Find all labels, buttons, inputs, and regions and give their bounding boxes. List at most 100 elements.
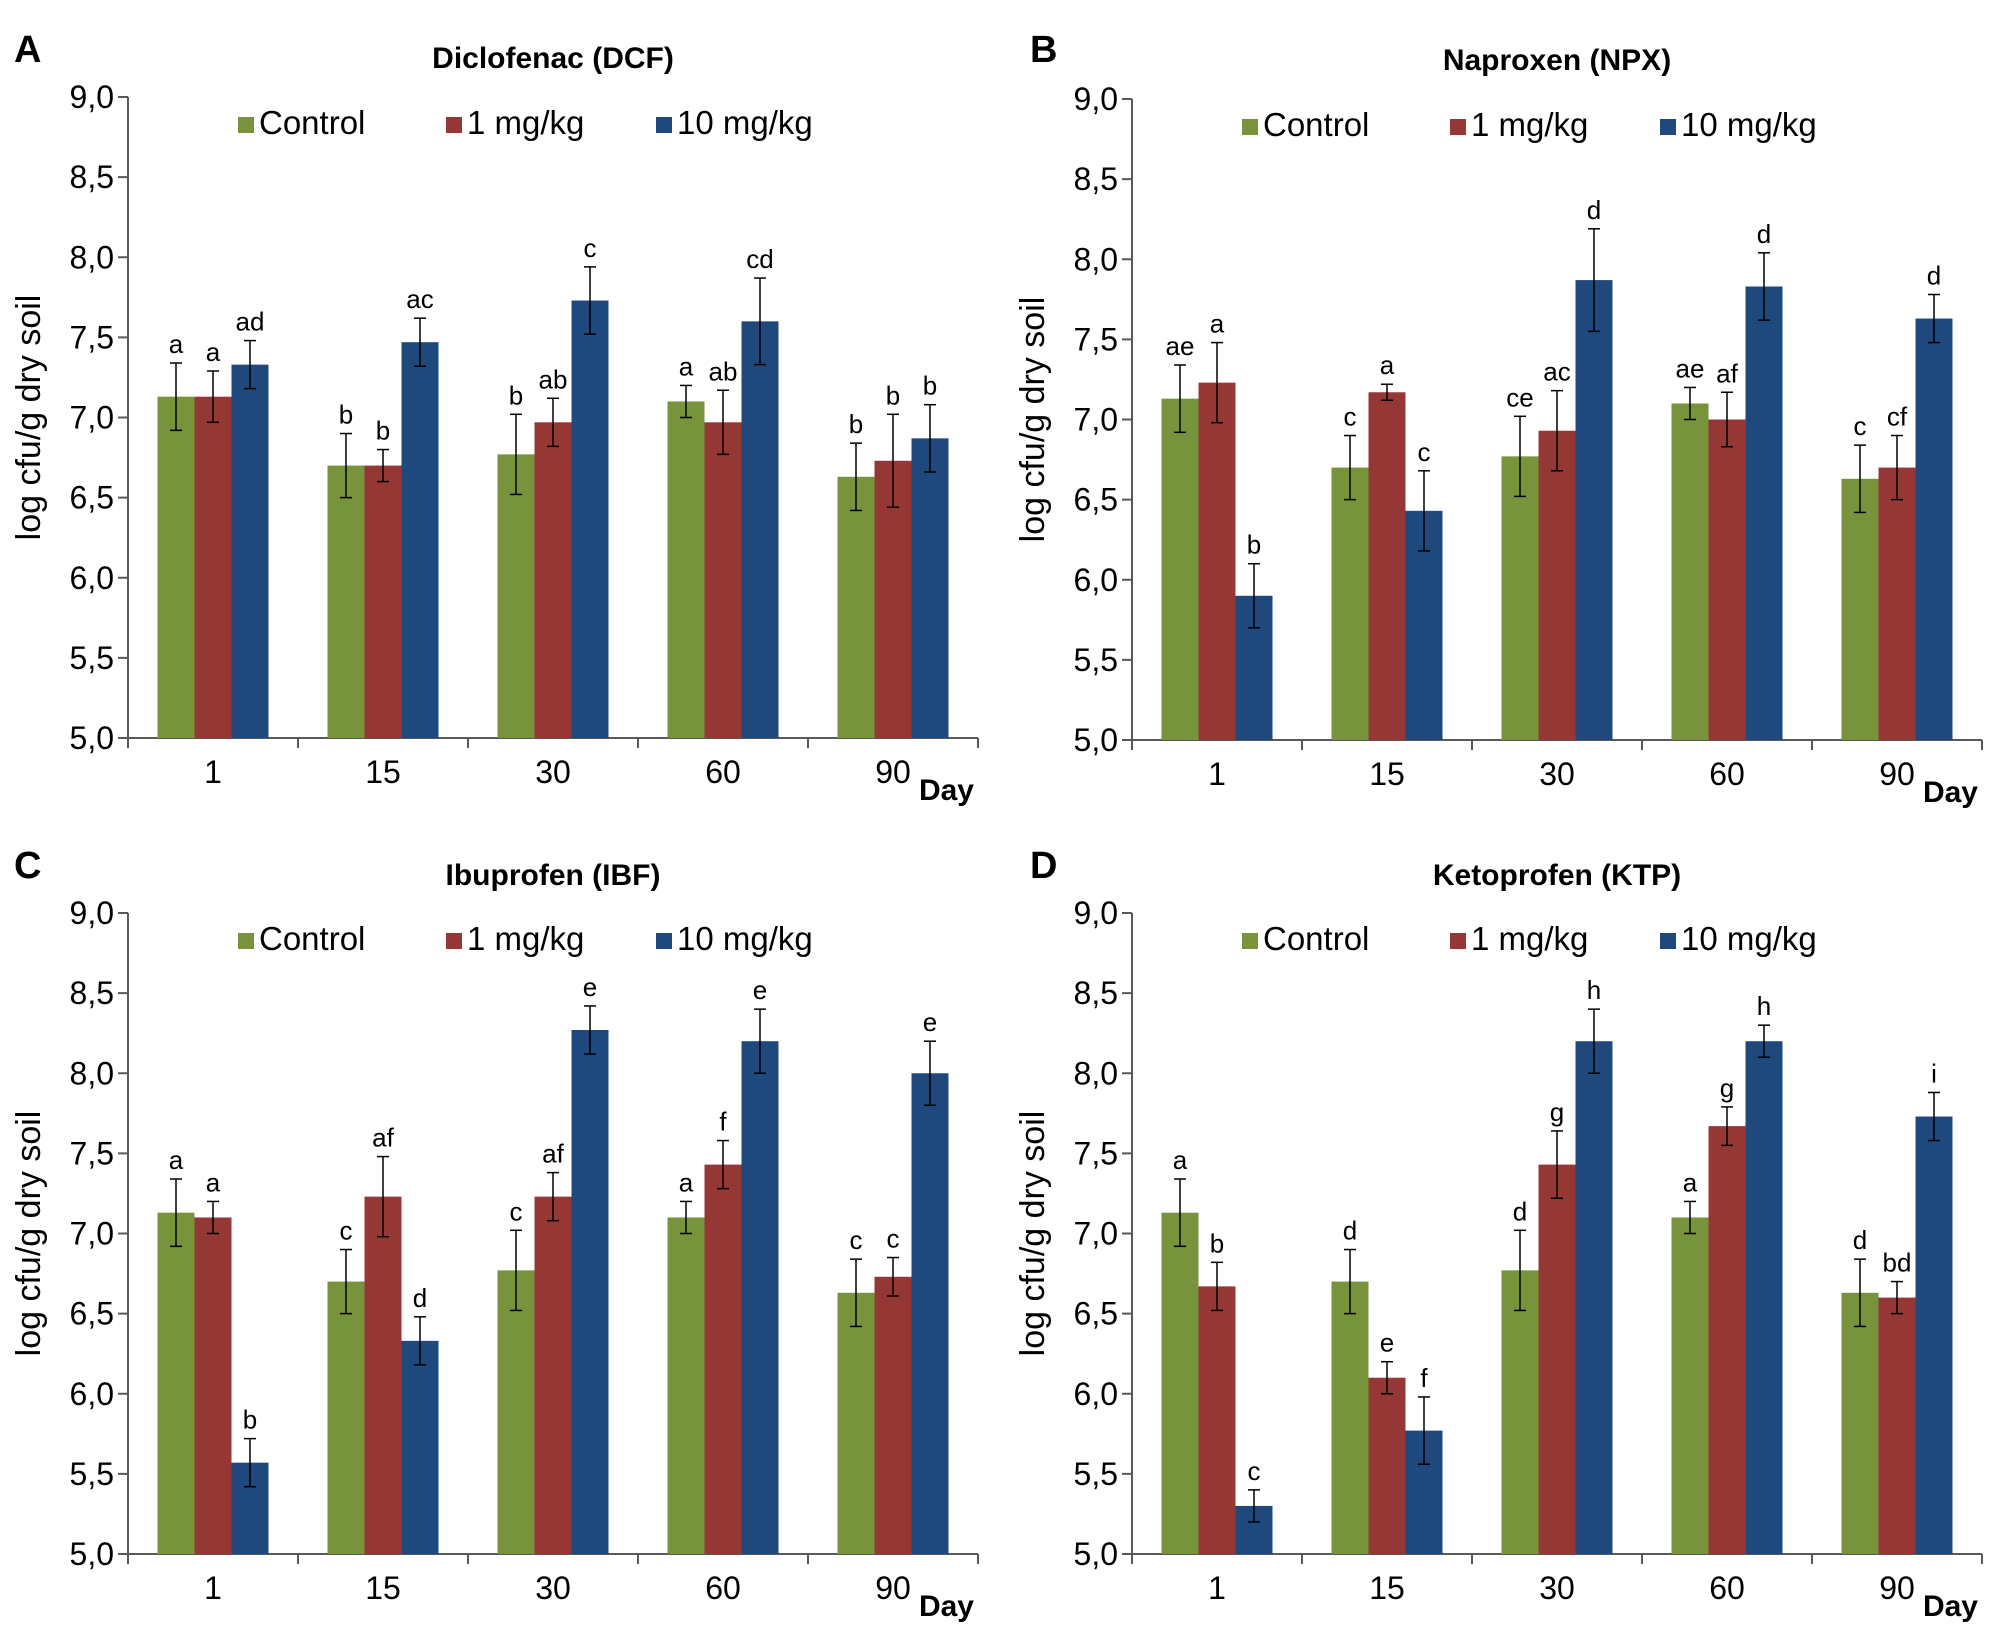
significance-label: i <box>1931 1058 1937 1088</box>
bar <box>1841 1292 1879 1554</box>
legend-swatch <box>1242 119 1258 135</box>
bar <box>1368 392 1406 740</box>
bar <box>1368 1377 1406 1554</box>
bar <box>667 1217 705 1554</box>
significance-label: b <box>339 400 353 430</box>
y-tick-label: 7,5 <box>70 319 114 355</box>
y-axis-title: log cfu/g dry soil <box>10 295 48 541</box>
significance-label: e <box>583 972 597 1002</box>
bar <box>364 465 402 738</box>
legend-label: 10 mg/kg <box>1681 106 1817 143</box>
bar <box>497 1270 535 1554</box>
legend-label: 1 mg/kg <box>1471 106 1588 143</box>
x-axis-title: Day <box>1923 1590 1978 1623</box>
significance-label: c <box>510 1196 523 1226</box>
significance-label: h <box>1757 991 1771 1021</box>
x-tick-label: 1 <box>1208 1570 1226 1606</box>
y-tick-label: 5,0 <box>1074 1536 1118 1572</box>
significance-label: ce <box>1506 382 1533 412</box>
y-tick-label: 8,5 <box>1074 975 1118 1011</box>
significance-label: c <box>1248 1456 1261 1486</box>
legend-swatch <box>1242 933 1258 949</box>
legend-label: 1 mg/kg <box>467 920 584 957</box>
y-tick-label: 5,0 <box>70 720 114 756</box>
significance-label: d <box>1513 1196 1527 1226</box>
significance-label: d <box>1757 219 1771 249</box>
significance-label: c <box>1418 437 1431 467</box>
bar <box>741 1041 779 1554</box>
bar <box>667 401 705 738</box>
x-axis-title: Day <box>919 774 974 807</box>
significance-label: h <box>1587 975 1601 1005</box>
y-tick-label: 5,5 <box>70 1456 114 1492</box>
legend-label: Control <box>1263 106 1369 143</box>
legend-label: 1 mg/kg <box>467 104 584 141</box>
y-tick-label: 7,0 <box>70 1216 114 1252</box>
significance-label: e <box>753 975 767 1005</box>
bar <box>1161 1212 1199 1554</box>
legend-label: Control <box>1263 920 1369 957</box>
significance-label: a <box>679 351 694 381</box>
x-tick-label: 90 <box>1879 756 1915 792</box>
panel-letter: B <box>1030 29 1057 71</box>
bar <box>1331 1281 1369 1554</box>
bar <box>704 422 742 738</box>
significance-label: b <box>1247 530 1261 560</box>
bar <box>1501 1270 1539 1554</box>
significance-label: f <box>719 1107 727 1137</box>
legend-swatch <box>238 117 254 133</box>
legend-swatch <box>1660 119 1676 135</box>
y-tick-label: 6,0 <box>70 560 114 596</box>
bar <box>1915 1116 1953 1554</box>
bar <box>534 1196 572 1554</box>
bar <box>1538 1164 1576 1554</box>
bar <box>704 1164 742 1554</box>
significance-label: c <box>887 1224 900 1254</box>
significance-label: ac <box>406 284 433 314</box>
significance-label: b <box>376 416 390 446</box>
bar <box>1708 1126 1746 1554</box>
x-tick-label: 15 <box>1369 1570 1405 1606</box>
y-tick-label: 8,5 <box>1074 161 1118 197</box>
bar <box>327 465 365 738</box>
y-tick-label: 6,0 <box>1074 1376 1118 1412</box>
significance-label: e <box>1380 1328 1394 1358</box>
significance-label: a <box>679 1167 694 1197</box>
significance-label: a <box>206 1167 221 1197</box>
bar <box>741 321 779 738</box>
legend-label: 1 mg/kg <box>1471 920 1588 957</box>
bar <box>1878 1297 1916 1554</box>
x-axis-title: Day <box>1923 776 1978 809</box>
y-tick-label: 6,5 <box>1074 1296 1118 1332</box>
legend-label: 10 mg/kg <box>677 920 813 957</box>
chart-panel-d: D Ketoprofen (KTP) 5,0 5,5 6,0 6,5 7,0 7,5 8,0 8,… <box>1014 845 1983 1623</box>
x-tick-label: 90 <box>875 1570 911 1606</box>
x-tick-label: 30 <box>535 754 571 790</box>
y-tick-label: 6,0 <box>1074 562 1118 598</box>
legend-swatch <box>1450 933 1466 949</box>
y-tick-label: 7,5 <box>1074 321 1118 357</box>
bar <box>1331 467 1369 740</box>
significance-label: af <box>542 1139 564 1169</box>
y-tick-label: 7,0 <box>70 400 114 436</box>
bar <box>1161 398 1199 740</box>
y-tick-label: 9,0 <box>1074 895 1118 931</box>
x-tick-label: 90 <box>1879 1570 1915 1606</box>
x-tick-label: 90 <box>875 754 911 790</box>
x-tick-label: 1 <box>204 754 222 790</box>
significance-label: a <box>169 1145 184 1175</box>
x-tick-label: 60 <box>705 754 741 790</box>
bar <box>1671 1217 1709 1554</box>
significance-label: b <box>1210 1228 1224 1258</box>
bar <box>1575 1041 1613 1554</box>
significance-label: c <box>584 233 597 263</box>
bar <box>157 396 195 738</box>
chart-title: Diclofenac (DCF) <box>432 42 674 75</box>
legend-label: 10 mg/kg <box>1681 920 1817 957</box>
significance-label: ae <box>1166 331 1195 361</box>
bar <box>571 300 609 738</box>
x-tick-label: 60 <box>1709 756 1745 792</box>
legend-swatch <box>1450 119 1466 135</box>
significance-label: a <box>1683 1167 1698 1197</box>
y-tick-label: 8,0 <box>70 1055 114 1091</box>
